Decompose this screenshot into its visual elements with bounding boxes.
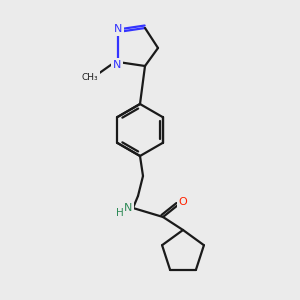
Text: CH₃: CH₃: [82, 73, 98, 82]
Text: N: N: [114, 24, 122, 34]
Text: N: N: [124, 203, 132, 213]
Text: O: O: [178, 197, 188, 207]
Text: N: N: [113, 60, 121, 70]
Text: H: H: [116, 208, 124, 218]
